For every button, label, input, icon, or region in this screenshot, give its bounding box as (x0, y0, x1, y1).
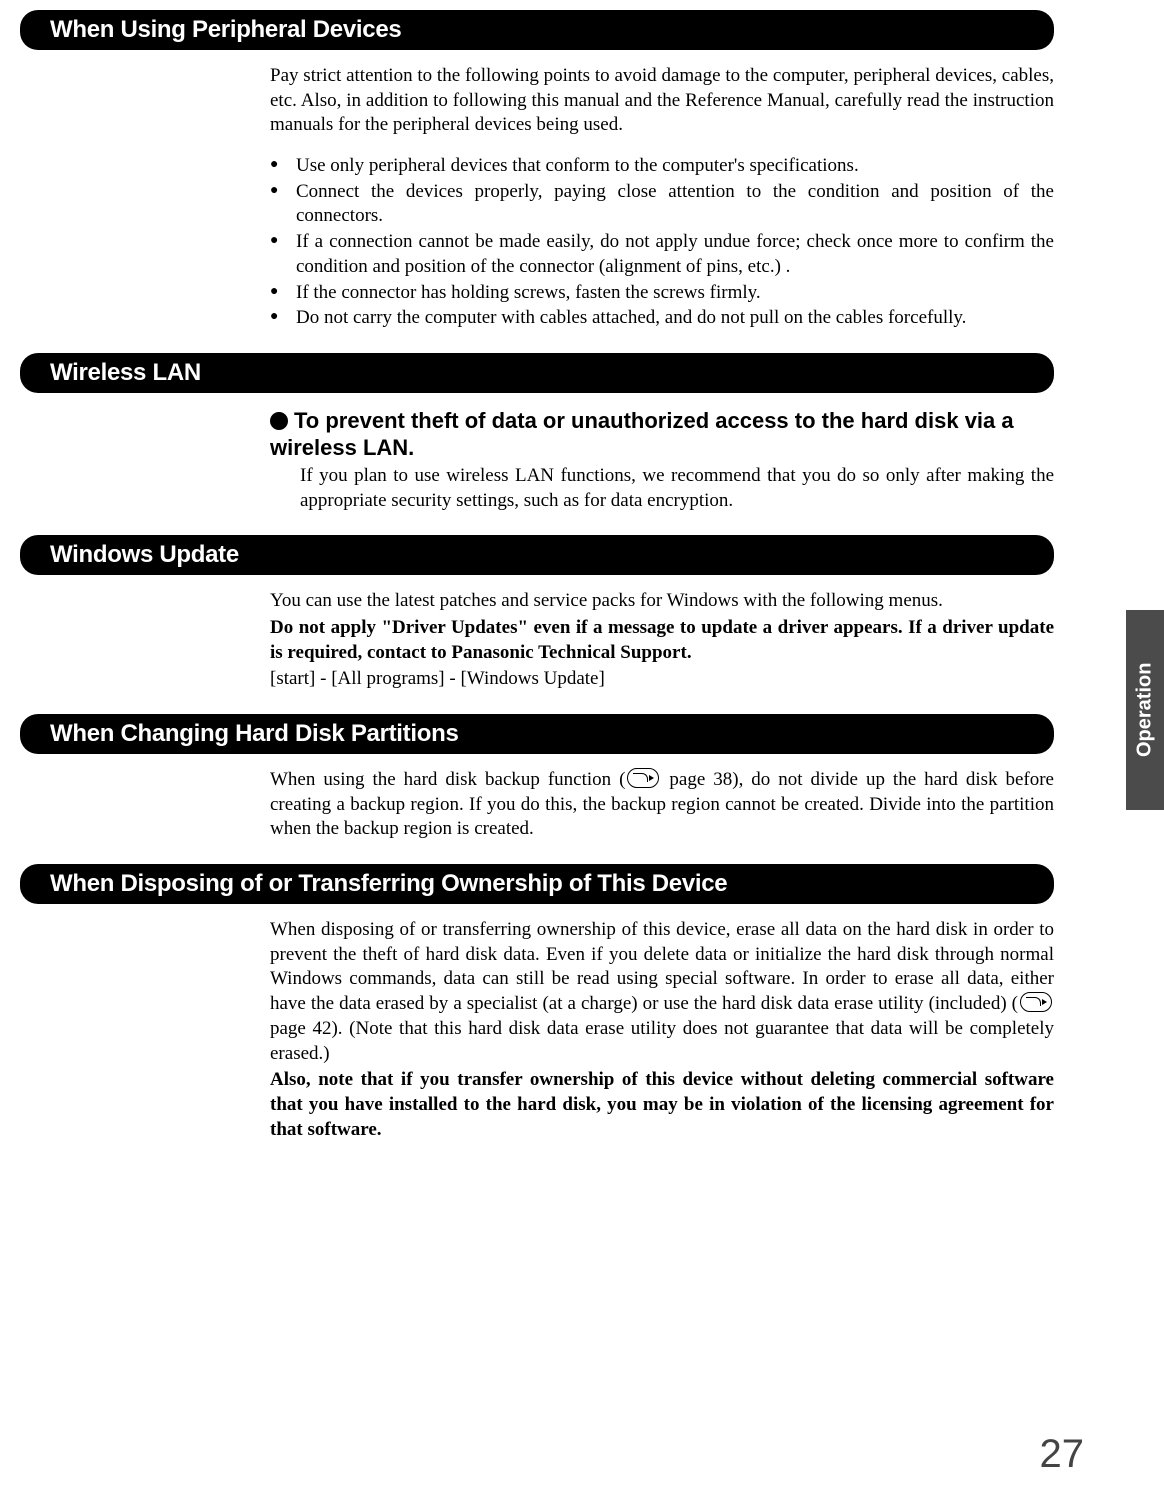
winupdate-bold: Do not apply "Driver Updates" even if a … (270, 616, 1054, 665)
peripheral-intro-text: Pay strict attention to the following po… (270, 64, 1054, 138)
page-number: 27 (1040, 1432, 1085, 1477)
bullet-icon (270, 412, 288, 430)
manual-page: When Using Peripheral Devices Pay strict… (0, 0, 1164, 1497)
dispose-bold: Also, note that if you transfer ownershi… (270, 1068, 1054, 1142)
wlan-sub-title: To prevent theft of data or unauthorized… (270, 408, 1014, 461)
partitions-text: When using the hard disk backup function… (270, 768, 1054, 842)
section-header-wlan: Wireless LAN (20, 353, 1054, 393)
winupdate-line1: You can use the latest patches and servi… (270, 589, 1054, 614)
list-item: If the connector has holding screws, fas… (270, 281, 1054, 306)
partitions-pre: When using the hard disk backup function… (270, 769, 625, 790)
dispose-post: page 42). (Note that this hard disk data… (270, 1018, 1054, 1064)
dispose-pre: When disposing of or transferring owners… (270, 919, 1054, 1014)
peripheral-intro: Pay strict attention to the following po… (270, 64, 1054, 138)
section-header-partitions: When Changing Hard Disk Partitions (20, 714, 1054, 754)
page-ref-icon (627, 768, 659, 788)
winupdate-body: You can use the latest patches and servi… (270, 589, 1054, 692)
list-item: Connect the devices properly, paying clo… (270, 180, 1054, 229)
list-item: Do not carry the computer with cables at… (270, 306, 1054, 331)
list-item: Use only peripheral devices that conform… (270, 154, 1054, 179)
list-item: If a connection cannot be made easily, d… (270, 230, 1054, 279)
page-ref-icon (1020, 992, 1052, 1012)
section-header-peripheral: When Using Peripheral Devices (20, 10, 1054, 50)
peripheral-bullets: Use only peripheral devices that conform… (270, 154, 1054, 331)
section-header-winupdate: Windows Update (20, 535, 1054, 575)
winupdate-line2: [start] - [All programs] - [Windows Upda… (270, 667, 1054, 692)
dispose-text: When disposing of or transferring owners… (270, 918, 1054, 1066)
side-tab-operation: Operation (1126, 610, 1164, 810)
wlan-sub-heading: To prevent theft of data or unauthorized… (270, 407, 1054, 462)
section-header-dispose: When Disposing of or Transferring Owners… (20, 864, 1054, 904)
dispose-body: When disposing of or transferring owners… (270, 918, 1054, 1142)
wlan-body: If you plan to use wireless LAN function… (300, 464, 1054, 513)
partitions-body: When using the hard disk backup function… (270, 768, 1054, 842)
